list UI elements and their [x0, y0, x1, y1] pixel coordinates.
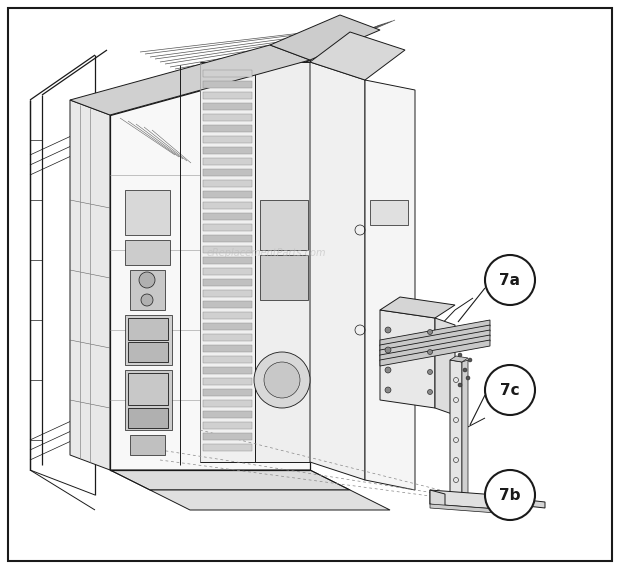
Polygon shape [203, 103, 252, 110]
Polygon shape [260, 200, 308, 250]
Circle shape [428, 349, 433, 354]
Polygon shape [203, 356, 252, 363]
Text: 7b: 7b [499, 488, 521, 502]
Polygon shape [203, 246, 252, 253]
Text: eReplacementParts.com: eReplacementParts.com [207, 248, 326, 258]
Polygon shape [128, 373, 168, 405]
Polygon shape [430, 490, 510, 510]
Polygon shape [203, 224, 252, 231]
Polygon shape [203, 345, 252, 352]
Circle shape [428, 329, 433, 335]
Polygon shape [203, 191, 252, 198]
Polygon shape [380, 335, 490, 361]
Polygon shape [203, 213, 252, 220]
Circle shape [428, 369, 433, 374]
Circle shape [141, 294, 153, 306]
Circle shape [264, 362, 300, 398]
Polygon shape [270, 15, 380, 60]
Polygon shape [125, 240, 170, 265]
Polygon shape [203, 92, 252, 99]
Polygon shape [430, 490, 445, 508]
Polygon shape [203, 114, 252, 121]
Polygon shape [203, 169, 252, 176]
Polygon shape [128, 318, 168, 340]
Polygon shape [203, 136, 252, 143]
Polygon shape [203, 389, 252, 396]
Polygon shape [365, 80, 415, 490]
Polygon shape [128, 342, 168, 362]
Polygon shape [130, 270, 165, 310]
Circle shape [485, 470, 535, 520]
Polygon shape [203, 433, 252, 440]
Polygon shape [450, 360, 462, 502]
Polygon shape [110, 60, 310, 470]
Polygon shape [125, 190, 170, 235]
Polygon shape [203, 125, 252, 132]
Polygon shape [110, 470, 350, 490]
Polygon shape [380, 340, 490, 366]
Polygon shape [128, 408, 168, 428]
Polygon shape [203, 444, 252, 451]
Circle shape [385, 367, 391, 373]
Circle shape [466, 376, 470, 380]
Polygon shape [380, 297, 455, 318]
Circle shape [139, 272, 155, 288]
Polygon shape [203, 81, 252, 88]
Polygon shape [255, 62, 310, 462]
Polygon shape [150, 490, 390, 510]
Circle shape [458, 383, 462, 387]
Polygon shape [203, 312, 252, 319]
Polygon shape [380, 320, 490, 346]
Polygon shape [203, 279, 252, 286]
Text: 7c: 7c [500, 382, 520, 398]
Polygon shape [203, 422, 252, 429]
Circle shape [385, 387, 391, 393]
Polygon shape [462, 360, 468, 502]
Circle shape [485, 365, 535, 415]
Polygon shape [203, 235, 252, 242]
Polygon shape [203, 147, 252, 154]
Polygon shape [310, 62, 365, 480]
Text: 7a: 7a [500, 273, 521, 287]
Circle shape [428, 390, 433, 394]
Polygon shape [380, 325, 490, 351]
Polygon shape [203, 301, 252, 308]
Polygon shape [435, 318, 455, 415]
Polygon shape [203, 180, 252, 187]
Polygon shape [203, 367, 252, 374]
Polygon shape [380, 330, 490, 356]
Polygon shape [70, 100, 110, 470]
Circle shape [485, 255, 535, 305]
Polygon shape [380, 310, 435, 408]
Polygon shape [203, 334, 252, 341]
Polygon shape [70, 45, 310, 115]
Polygon shape [203, 290, 252, 297]
Polygon shape [203, 400, 252, 407]
Polygon shape [430, 504, 510, 514]
Polygon shape [203, 411, 252, 418]
Polygon shape [203, 202, 252, 209]
Polygon shape [203, 257, 252, 264]
Polygon shape [125, 315, 172, 365]
Polygon shape [200, 62, 255, 462]
Circle shape [385, 327, 391, 333]
Circle shape [385, 347, 391, 353]
Polygon shape [310, 32, 405, 80]
Polygon shape [450, 356, 468, 362]
Circle shape [463, 368, 467, 372]
Polygon shape [130, 435, 165, 455]
Polygon shape [370, 200, 408, 225]
Polygon shape [203, 323, 252, 330]
Circle shape [468, 358, 472, 362]
Polygon shape [260, 255, 308, 300]
Circle shape [254, 352, 310, 408]
Polygon shape [203, 70, 252, 77]
Polygon shape [203, 158, 252, 165]
Circle shape [458, 353, 462, 357]
Polygon shape [203, 268, 252, 275]
Polygon shape [203, 378, 252, 385]
Polygon shape [500, 497, 545, 508]
Polygon shape [125, 370, 172, 430]
